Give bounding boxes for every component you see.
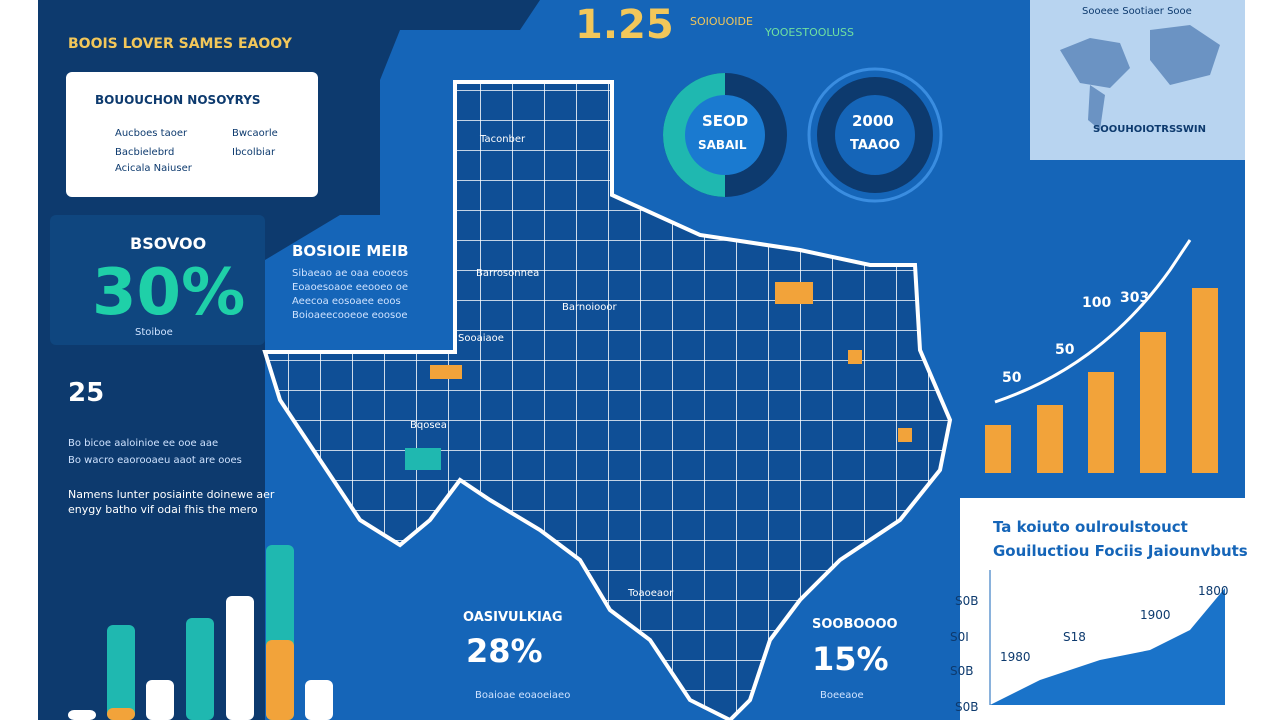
world-card-bg [1030,0,1245,160]
bottom-note: Boaioae eoaoeiaeo [475,690,571,701]
legend-card [66,72,318,197]
bottom-note: Boeeaoe [820,690,864,701]
block-number: 25 [68,378,105,408]
chart-label: 100 [1082,295,1112,311]
block-line: Bo wacro eaorooaeu aaot are ooes [68,455,242,466]
bottom-value: 28% [466,632,543,670]
trend-title: Ta koiuto oulroulstouct [993,518,1188,536]
point-label: 1980 [1000,650,1031,664]
chart-label: 303 [1120,290,1150,306]
map-markers [405,282,912,470]
map-label: Barrosonnea [476,268,540,279]
bottom-value: 15% [812,640,889,678]
trend-line [994,239,1192,404]
point-label: 1800 [1198,584,1229,598]
map-label: Taconber [480,134,526,145]
header-note: YOOESTOOLUSS [765,26,854,39]
middle-line: Boioaeecooeoe eoosoe [292,310,408,321]
left-bars [68,545,333,720]
point-label: S18 [1063,630,1086,644]
y-label: S0B [955,594,979,608]
map-label: Toaoeaor [628,588,674,599]
world-caption: SOOUHOIOTRSSWIN [1093,124,1207,135]
bottom-label: SOOBOOOO [812,617,898,632]
legend-item: Ibcolbiar [232,147,276,158]
trend-title: Gouiluctiou Fociis Jaiounvbuts [993,542,1248,560]
header-stat: 1.25 [575,2,674,48]
block-line: Bo bicoe aaloinioe ee ooe aae [68,438,219,449]
world-top: Sooeee Sootiaer Sooe [1082,6,1192,17]
legend-title: BOUOUCHON NOSOYRYS [95,93,261,107]
chart-label: 50 [1002,370,1022,386]
map-label: Sooaiaoe [458,333,504,344]
donut-bottom: SABAIL [698,138,747,152]
stat-value: 30% [92,256,246,330]
margin [0,0,38,720]
legend-item: Aucboes taoer [115,128,188,139]
block-paragraph: enygy batho vif odai fhis the mero [68,503,258,516]
header-title: BOOIS LOVER SAMES EAOOY [68,36,292,52]
legend-item: Acicala Naiuser [115,163,192,174]
middle-line: Aeecoa eosoaee eoos [292,296,401,307]
right-bars [985,288,1218,473]
world-map [1060,25,1220,130]
stat-note: Stoiboe [135,327,173,338]
middle-line: Eoaoesoaoe eeooeo oe [292,282,409,293]
donut-bottom: TAAOO [850,138,901,153]
stat-label: BSOVOO [130,234,207,253]
block-paragraph: Namens lunter posiainte doinewe aer [68,488,275,501]
donut-top: 2000 [852,112,894,130]
map-label: Barnoiooor [562,302,617,313]
margin [1245,0,1280,720]
header-note: SOIOUOIDE [690,15,753,28]
donut-top: SEOD [702,112,749,130]
chart-label: 50 [1055,342,1075,358]
trend-area [990,588,1225,705]
middle-title: BOSIOIE MEIB [292,242,409,260]
bottom-label: OASIVULKIAG [463,610,563,625]
donut-hole [685,95,765,175]
donut-ring [807,67,943,203]
legend-item: Bwcaorle [232,128,278,139]
map-label: Bqosea [410,420,447,431]
point-label: 1900 [1140,608,1171,622]
y-label: S0B [955,700,979,714]
y-label: S0B [950,664,974,678]
donut-hole [835,95,915,175]
middle-line: Sibaeao ae oaa eooeos [292,268,409,279]
legend-item: Bacbielebrd [115,147,175,158]
y-label: S0I [950,630,969,644]
stat-panel [50,215,265,345]
